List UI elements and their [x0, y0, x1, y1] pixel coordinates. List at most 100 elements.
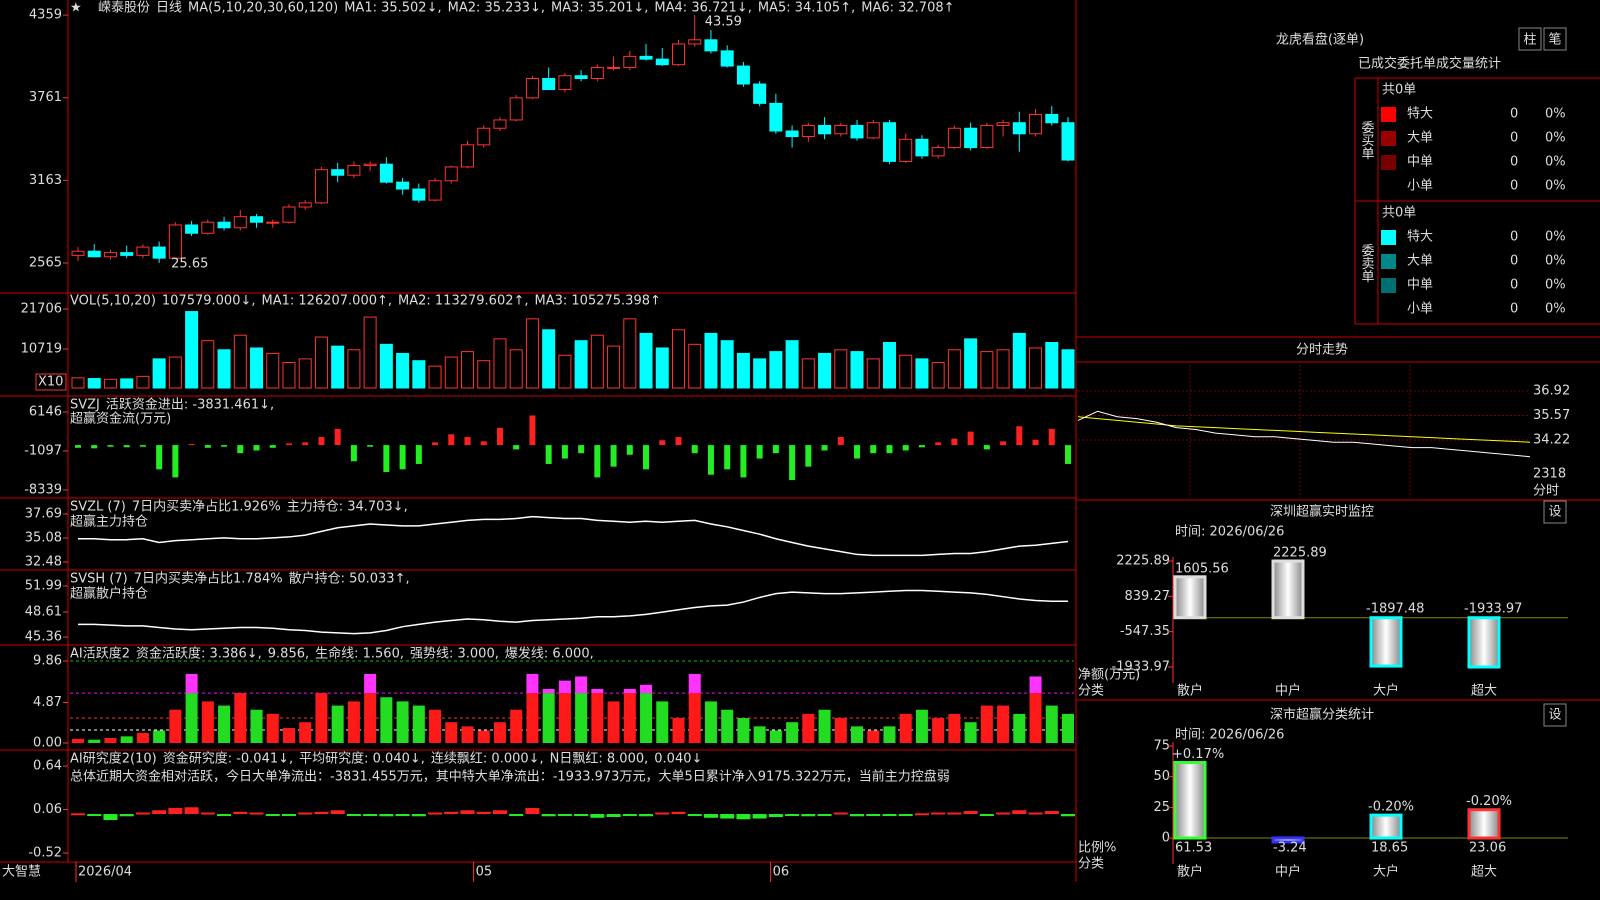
research-bar: [249, 812, 264, 815]
legend-item: 散户持仓: 50.033↑,: [289, 571, 410, 587]
flow-bar: [204, 445, 211, 448]
subtitle: 已成交委托单成交量统计: [1358, 56, 1501, 72]
volume-bar: [250, 347, 264, 389]
volume-bar: [477, 360, 491, 389]
candle-body: [331, 169, 345, 176]
flow-bar: [854, 445, 861, 459]
activity-bar: [493, 722, 506, 744]
activity-burst: [558, 680, 571, 694]
candle-body: [542, 77, 556, 91]
ma-spec: MA(5,10,20,30,60,120): [188, 1, 338, 16]
research-bar: [444, 811, 459, 815]
button-label: 设: [1548, 505, 1561, 520]
row-count: 0: [1510, 302, 1518, 317]
research-bar: [671, 811, 686, 815]
activity-burst: [640, 684, 653, 694]
y-tick-label: 75: [1153, 739, 1170, 754]
section-name: 委卖单: [1359, 244, 1375, 283]
y-label: 比例%: [1078, 841, 1116, 856]
flow-bar: [1032, 439, 1039, 446]
volume-bar: [980, 351, 994, 389]
flow-bar: [480, 441, 487, 446]
level-label: 9.856,: [268, 647, 309, 662]
period: 日线: [156, 1, 182, 16]
volume-bar: [1029, 347, 1043, 389]
color-swatch: [1381, 155, 1396, 170]
color-swatch: [1381, 230, 1396, 245]
research-bar: [1012, 810, 1027, 815]
color-swatch: [1381, 107, 1396, 122]
flow-bar: [156, 445, 163, 470]
activity-bar: [851, 726, 864, 744]
candle-body: [607, 66, 621, 69]
y-tick-label: 6146: [29, 405, 62, 420]
y-tick-label: 34.22: [1533, 433, 1570, 448]
volume-bar: [769, 351, 783, 389]
legend-item: 活跃资金进出: -3831.461↓,: [106, 397, 274, 413]
activity-bar: [1029, 693, 1042, 744]
research-bar: [574, 814, 589, 817]
activity-bar: [753, 726, 766, 744]
legend-item: MA4: 36.721↓,: [654, 1, 751, 16]
volume-bar: [1012, 332, 1026, 389]
y-tick-label: 21706: [21, 301, 62, 316]
volume-bar: [461, 351, 475, 389]
research-bar: [655, 812, 670, 815]
volume-bar: [574, 340, 588, 389]
activity-bar: [218, 705, 231, 744]
button[interactable]: [1543, 27, 1567, 51]
legend-item: AI研究度2(10): [70, 751, 157, 767]
research-bar: [135, 812, 150, 815]
candle-body: [461, 144, 475, 168]
activity-bar: [169, 709, 182, 744]
bar: [1369, 616, 1403, 668]
volume-bar: [314, 336, 328, 389]
activity-bar: [980, 705, 993, 744]
settings-button[interactable]: [1543, 500, 1567, 524]
flow-bar: [626, 445, 633, 455]
research-bar: [606, 814, 621, 818]
research-bar: [914, 813, 929, 816]
volume-bar: [525, 318, 539, 389]
research-bar: [898, 814, 913, 817]
volume-bar: [866, 358, 880, 389]
activity-burst: [575, 676, 588, 694]
bar: [1271, 559, 1305, 620]
candle-body: [980, 124, 994, 149]
flow-bar: [837, 437, 844, 446]
activity-bar: [412, 705, 425, 744]
volume-bar: [428, 365, 442, 389]
research-bar: [411, 814, 426, 817]
candle-body: [493, 119, 507, 129]
volume-bar: [590, 334, 604, 389]
volume-bar: [201, 340, 215, 389]
research-bar: [801, 814, 816, 817]
candle-body: [899, 138, 913, 162]
candle-body: [71, 250, 85, 256]
row-count: 0: [1510, 254, 1518, 269]
research-bar: [1028, 812, 1043, 815]
candle-body: [574, 75, 588, 79]
candle-body: [964, 127, 978, 149]
time: 时间: 2026/06/26: [1175, 728, 1284, 743]
flow-bar: [724, 445, 731, 470]
candle-body: [623, 55, 637, 68]
volume-bar: [347, 349, 361, 389]
section-total: 共0单: [1382, 83, 1416, 98]
level-label: 爆发线: 6.000,: [505, 646, 594, 662]
y-tick-label: 3761: [29, 90, 62, 105]
flow-bar: [610, 445, 617, 467]
candle-body: [753, 83, 767, 104]
flow-bar: [415, 445, 422, 464]
legend-item: MA3: 35.201↓,: [551, 1, 648, 16]
research-bar: [330, 810, 345, 815]
flow-bar: [464, 437, 471, 446]
activity-bar: [72, 738, 84, 744]
button[interactable]: [1518, 27, 1542, 51]
settings-button[interactable]: [1543, 703, 1567, 727]
flow-bar: [139, 445, 146, 447]
flow-bar: [918, 445, 925, 448]
volume-bar: [947, 349, 961, 389]
flow-bar: [659, 440, 666, 446]
flow-bar: [75, 445, 81, 448]
